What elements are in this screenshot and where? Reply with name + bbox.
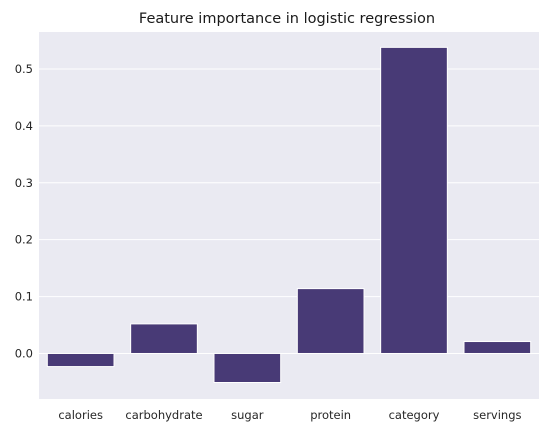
grid-lines [39, 68, 539, 354]
x-tick-label: sugar [231, 408, 264, 422]
y-tick-label: 0.5 [15, 62, 33, 76]
plot-area [39, 32, 539, 399]
chart-title: Feature importance in logistic regressio… [139, 11, 435, 27]
y-tick-label: 0.3 [15, 176, 33, 190]
y-tick-label: 0.1 [15, 290, 33, 304]
bar-servings [463, 341, 532, 354]
x-tick-label: calories [58, 408, 103, 422]
bar-carbohydrate [130, 323, 198, 354]
bar-sugar [213, 352, 282, 383]
x-axis-ticks: calories carbohydrate sugar protein category… [58, 408, 521, 422]
y-tick-label: 0.2 [15, 233, 33, 247]
x-tick-label: category [389, 408, 440, 422]
x-tick-label: servings [473, 408, 521, 422]
y-tick-label: 0.4 [15, 119, 33, 133]
bar-protein [296, 288, 365, 354]
x-tick-label: carbohydrate [125, 408, 202, 422]
y-axis-ticks: 0.0 0.1 0.2 0.3 0.4 0.5 [15, 62, 33, 360]
bar-calories [46, 352, 115, 368]
bar-category [380, 46, 448, 354]
x-tick-label: protein [310, 408, 351, 422]
bars [46, 46, 532, 383]
y-tick-label: 0.0 [15, 346, 33, 360]
